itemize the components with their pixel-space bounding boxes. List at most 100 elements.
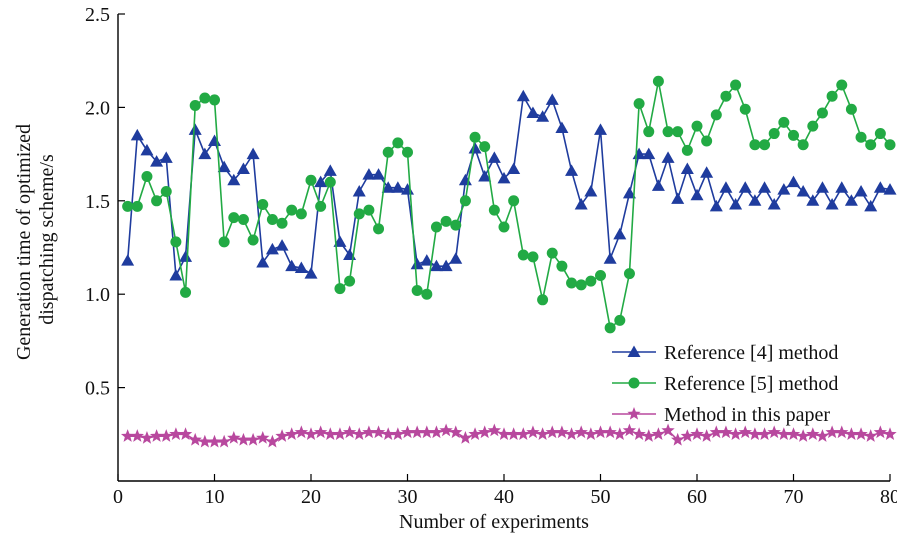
series-1-point bbox=[159, 151, 173, 163]
series-2-point bbox=[865, 139, 877, 151]
x-tick-label: 10 bbox=[205, 486, 225, 508]
series-2-point bbox=[170, 236, 182, 248]
series-1-point bbox=[285, 259, 299, 272]
series-1-point bbox=[671, 192, 685, 204]
series-3-point bbox=[478, 425, 492, 439]
series-2-point bbox=[874, 128, 886, 140]
series-3-point bbox=[285, 427, 299, 440]
series-3-point bbox=[671, 432, 685, 446]
series-3-point bbox=[642, 429, 656, 442]
series-3-point bbox=[391, 427, 405, 440]
series-3-point bbox=[342, 425, 357, 439]
series-2-point bbox=[778, 116, 790, 128]
series-3-point bbox=[198, 434, 212, 448]
series-2-point bbox=[402, 146, 413, 158]
series-3-point bbox=[796, 429, 810, 442]
series-2-point bbox=[585, 275, 597, 287]
series-2-point bbox=[305, 174, 317, 186]
series-3-point bbox=[362, 425, 376, 439]
series-2-point bbox=[334, 283, 346, 295]
series-2-point bbox=[469, 131, 481, 143]
series-2-point bbox=[855, 131, 867, 143]
series-2-point bbox=[498, 221, 510, 233]
series-3-point bbox=[825, 425, 839, 439]
series-2-point bbox=[151, 195, 163, 207]
series-3-point bbox=[516, 427, 530, 440]
series-2-point bbox=[430, 221, 442, 233]
series-2-point bbox=[730, 79, 742, 91]
series-1-point bbox=[642, 147, 656, 160]
series-3-point bbox=[690, 427, 704, 440]
series-2-point bbox=[450, 219, 462, 231]
series-3-point bbox=[256, 431, 270, 444]
series-2-point bbox=[826, 90, 838, 102]
series-2-point bbox=[180, 286, 192, 298]
series-2-point bbox=[633, 98, 645, 110]
series-1-point bbox=[613, 227, 627, 240]
series-3-point bbox=[883, 427, 897, 440]
legend-item-3: Method in this paper bbox=[612, 404, 830, 426]
series-2-point bbox=[797, 139, 809, 151]
series-1-point bbox=[140, 143, 154, 156]
series-1-point bbox=[256, 255, 270, 268]
legend-marker bbox=[627, 345, 641, 357]
series-3-point bbox=[333, 427, 347, 440]
series-1-point bbox=[806, 194, 820, 206]
series-3-point bbox=[313, 425, 328, 439]
series-2-point bbox=[237, 213, 249, 225]
series-1-point bbox=[391, 181, 405, 193]
y-tick-label: 2.5 bbox=[85, 4, 110, 26]
series-3-point bbox=[275, 429, 289, 442]
series-2-point bbox=[759, 139, 771, 151]
series-1-point bbox=[536, 110, 550, 122]
series-2-point bbox=[788, 129, 799, 141]
series-2-point bbox=[295, 208, 307, 220]
series-3-point bbox=[545, 425, 559, 439]
legend-label: Reference [4] method bbox=[664, 342, 838, 364]
series-1-point bbox=[169, 269, 183, 281]
series-1-point bbox=[680, 162, 694, 175]
series-1-point bbox=[835, 181, 849, 193]
y-axis-title-line-1: Generation time of optimized bbox=[13, 124, 35, 360]
series-3-point bbox=[227, 431, 241, 444]
series-1-point bbox=[439, 259, 453, 272]
series-2-point bbox=[884, 139, 896, 151]
series-1 bbox=[121, 89, 897, 281]
series-3-point bbox=[651, 427, 666, 440]
series-3-point bbox=[400, 425, 415, 439]
series-1-point bbox=[304, 267, 318, 279]
series-1-point bbox=[825, 198, 839, 210]
series-1-point bbox=[410, 257, 424, 270]
series-2-point bbox=[614, 314, 626, 326]
series-2-point bbox=[131, 200, 143, 212]
series-3-point bbox=[429, 425, 444, 439]
series-1-point bbox=[208, 134, 221, 147]
series-2-point bbox=[710, 109, 722, 121]
series-2-point bbox=[517, 249, 529, 261]
series-2-point bbox=[672, 126, 684, 138]
series-1-point bbox=[883, 183, 897, 195]
series-3-point bbox=[844, 427, 859, 440]
series-2-point bbox=[652, 75, 664, 87]
x-tick-label: 50 bbox=[591, 486, 611, 508]
series-3-point bbox=[236, 432, 251, 446]
series-2-point bbox=[807, 120, 819, 132]
y-tick-label: 1.0 bbox=[85, 284, 110, 306]
series-2-point bbox=[189, 100, 201, 112]
series-3-point bbox=[613, 427, 627, 440]
series-3-point bbox=[574, 425, 588, 439]
series-1-point bbox=[497, 171, 511, 184]
series-2 bbox=[122, 75, 896, 334]
series-3-point bbox=[487, 423, 502, 437]
x-tick-label: 0 bbox=[113, 486, 123, 508]
series-2-point bbox=[353, 208, 365, 220]
series-1-point bbox=[777, 183, 791, 195]
series-1-point bbox=[314, 175, 328, 188]
series-layer bbox=[120, 75, 897, 448]
series-1-point bbox=[265, 242, 279, 255]
legend-item-1: Reference [4] method bbox=[612, 342, 838, 364]
series-1-point bbox=[844, 194, 858, 206]
series-3-point bbox=[699, 429, 714, 442]
series-3-point bbox=[178, 427, 193, 440]
series-1-point bbox=[545, 93, 559, 105]
